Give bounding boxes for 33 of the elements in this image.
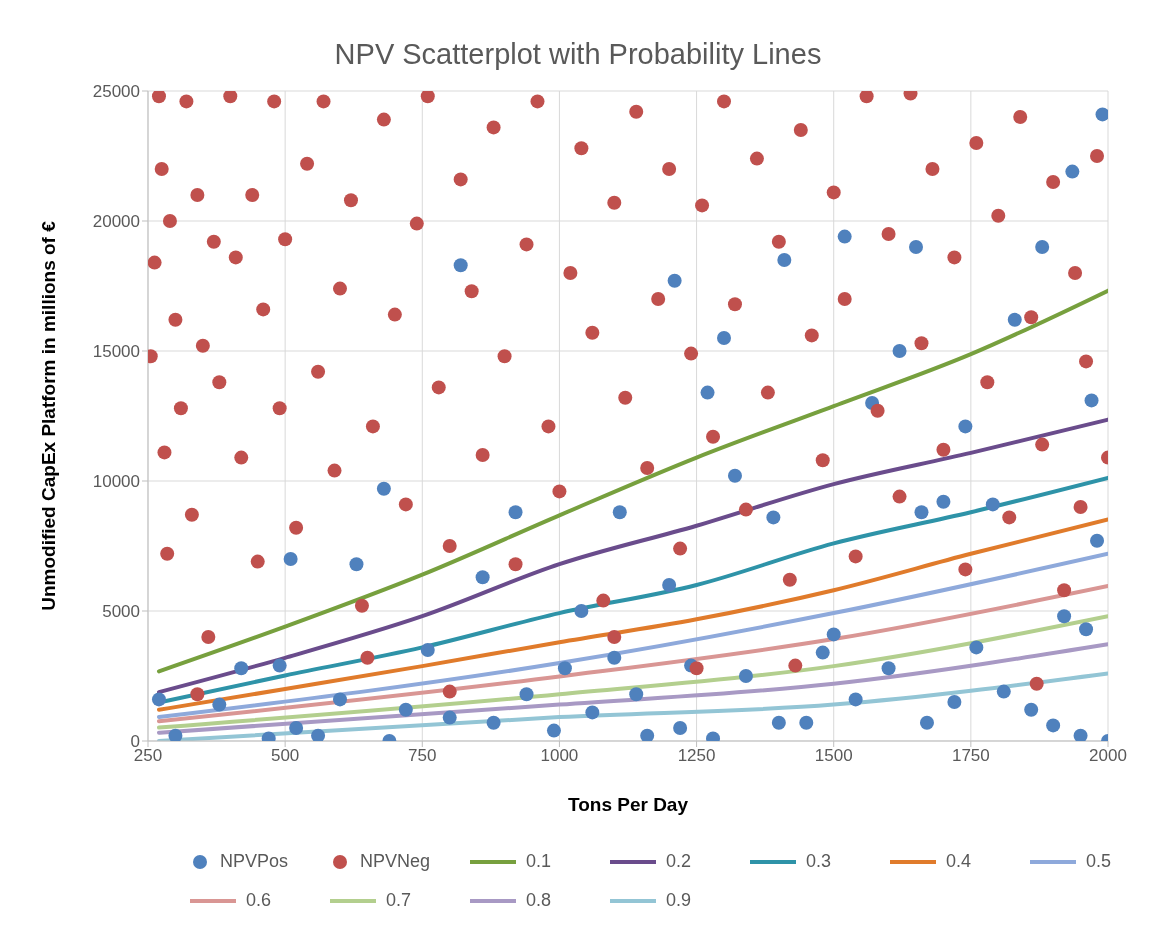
legend-label: NPVPos bbox=[220, 851, 289, 872]
legend-label: 0.2 bbox=[666, 851, 692, 872]
x-tick-label: 2000 bbox=[1089, 746, 1127, 766]
line-series bbox=[156, 551, 1108, 720]
line-series bbox=[156, 614, 1108, 730]
y-tick-label: 20000 bbox=[92, 212, 140, 232]
y-tick-label: 10000 bbox=[92, 472, 140, 492]
legend-label: 0.5 bbox=[1086, 851, 1112, 872]
line-series bbox=[156, 642, 1108, 735]
x-tick-label: 500 bbox=[270, 746, 300, 766]
x-tick-label: 750 bbox=[408, 746, 437, 766]
x-tick-label: 1500 bbox=[814, 746, 853, 766]
legend-label: 0.8 bbox=[526, 890, 552, 911]
x-tick-label: 1250 bbox=[677, 746, 716, 766]
line-series bbox=[156, 584, 1108, 724]
line-series bbox=[156, 288, 1108, 674]
legend-label: 0.4 bbox=[946, 851, 972, 872]
x-tick-label: 1000 bbox=[540, 746, 579, 766]
legend-label: NPVNeg bbox=[360, 851, 431, 872]
legend-label: 0.6 bbox=[246, 890, 272, 911]
chart-title: NPV Scatterplot with Probability Lines bbox=[333, 37, 823, 72]
x-axis-title: Tons Per Day bbox=[567, 794, 689, 815]
y-axis-title: Unmodified CapEx Platform in millions of € bbox=[37, 220, 59, 611]
y-tick-label: 15000 bbox=[92, 342, 140, 362]
legend-label: 0.9 bbox=[666, 890, 692, 911]
x-tick-label: 1750 bbox=[951, 746, 990, 766]
line-series bbox=[156, 517, 1108, 712]
legend-label: 0.3 bbox=[806, 851, 832, 872]
line-series bbox=[156, 671, 1108, 741]
legend-label: 0.1 bbox=[526, 851, 552, 872]
y-tick-label: 5000 bbox=[102, 602, 140, 622]
legend-label: 0.7 bbox=[386, 890, 412, 911]
y-tick-label: 25000 bbox=[92, 82, 140, 102]
